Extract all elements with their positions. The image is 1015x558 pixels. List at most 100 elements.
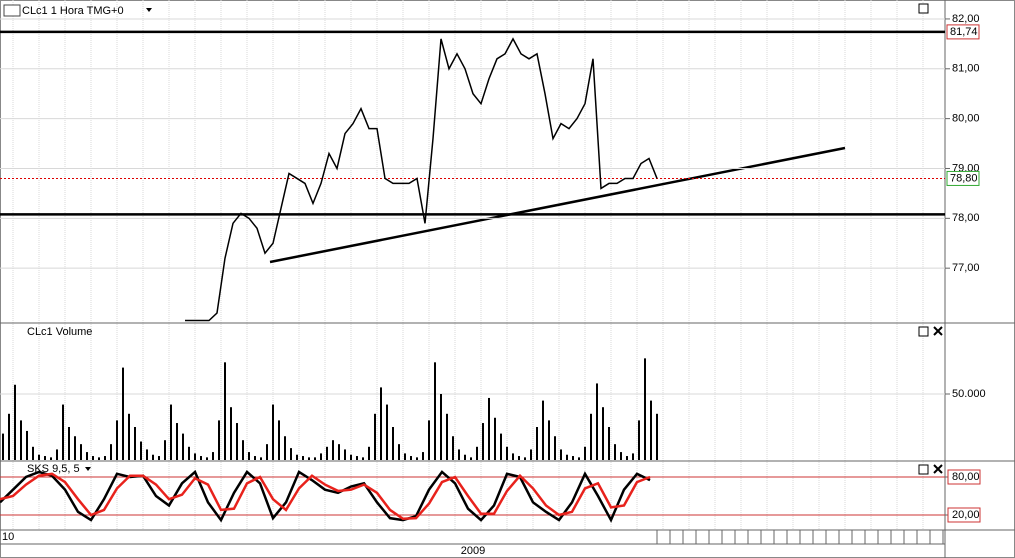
volume-bar [530,449,532,460]
volume-bar [254,456,256,460]
volume-bar [284,436,286,460]
volume-bar [512,453,514,460]
volume-bar [176,423,178,460]
volume-bar [260,457,262,460]
volume-bar [128,413,130,460]
y-tick-label: 80,00 [952,113,980,125]
volume-bar [542,400,544,460]
volume-bar [368,446,370,460]
maximize-button[interactable] [918,464,929,475]
maximize-button[interactable] [918,326,929,337]
volume-bar [80,444,82,460]
volume-bar [638,420,640,460]
volume-bar [416,457,418,460]
volume-bar [566,454,568,460]
volume-bar [332,440,334,460]
data-line [0,469,651,523]
volume-bar [314,457,316,460]
tick-box [947,469,981,485]
close-button[interactable] [933,464,943,474]
volume-bar [602,407,604,460]
volume-bar [350,454,352,460]
level-label: 81,74 [950,26,978,38]
volume-bar [68,426,70,460]
volume-bar [524,457,526,460]
data-line [185,37,658,322]
tick-box [947,507,981,523]
volume-bar [464,454,466,460]
dropdown-arrow[interactable] [146,8,152,12]
volume-bar [14,384,16,460]
volume-bar [248,452,250,460]
volume-bar [182,433,184,460]
close-button[interactable] [933,326,943,336]
volume-bar [404,453,406,460]
maximize-button[interactable] [918,3,929,14]
volume-bar [338,444,340,460]
volume-bar [230,407,232,460]
volume-bar [278,420,280,460]
volume-bar [242,440,244,460]
symbol-icon[interactable] [3,4,21,17]
volume-bar [476,446,478,460]
x-label: 2009 [461,545,485,557]
volume-bar [74,436,76,460]
volume-bar [554,436,556,460]
y-tick-label: 81,00 [952,63,980,75]
volume-bar [398,444,400,460]
vertical-grid [12,0,924,530]
volume-bar [56,449,58,460]
volume-bar [188,446,190,460]
volume-bar [620,452,622,460]
volume-bar [446,413,448,460]
volume-bar [194,453,196,460]
volume-bar [362,457,364,460]
volume-bar [572,456,574,460]
volume-bar [296,454,298,460]
volume-bar [308,457,310,460]
volume-bar [26,430,28,460]
volume-bar [110,444,112,460]
volume-bar [356,456,358,460]
volume-bar [608,426,610,460]
volume-bar [548,420,550,460]
volume-bar [86,452,88,460]
volume-bar [470,457,472,460]
volume-bar [434,362,436,460]
volume-bar [644,358,646,460]
volume-bar [266,444,268,460]
volume-bar [92,456,94,460]
volume-bar [200,456,202,460]
last-price-label: 78,80 [950,172,978,184]
volume-bar [614,444,616,460]
volume-bar [482,423,484,460]
volume-bar [326,446,328,460]
volume-bar [236,423,238,460]
volume-bar [302,456,304,460]
volume-bar [140,441,142,460]
volume-bar [146,449,148,460]
data-line [0,472,651,521]
volume-bar [494,417,496,460]
volume-bar [452,436,454,460]
volume-bar [458,449,460,460]
volume-bar [2,433,4,460]
dropdown-arrow[interactable] [85,467,91,471]
y-tick-label: 78,00 [952,212,980,224]
volume-bar [578,457,580,460]
volume-bar [50,457,52,460]
volume-bar [428,420,430,460]
volume-bar [122,367,124,460]
volume-bar [536,426,538,460]
volume-bar [656,413,658,460]
volume-bar [104,456,106,460]
volume-bar [20,420,22,460]
volume-bar [386,404,388,460]
volume-bar [98,457,100,460]
y-tick-label: 77,00 [952,262,980,274]
volume-bar [626,456,628,460]
volume-bar [116,420,118,460]
level-box [946,24,980,40]
y-tick-label: 82,00 [952,13,980,25]
